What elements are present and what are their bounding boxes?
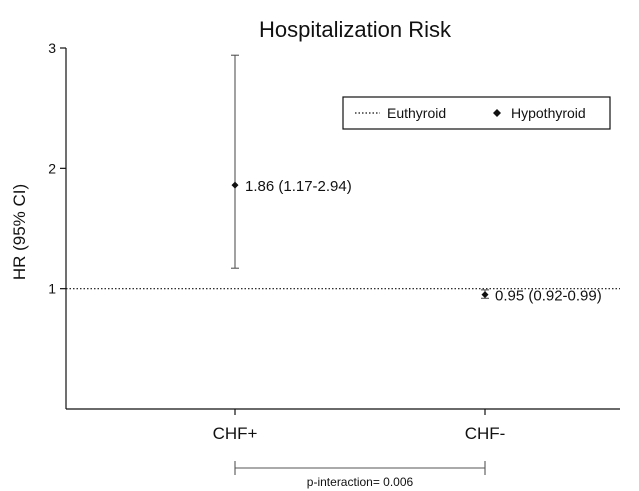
- y-tick-label: 1: [48, 281, 56, 297]
- legend-hypothyroid-marker: [493, 109, 501, 117]
- y-tick-label: 3: [48, 40, 56, 56]
- x-tick-label: CHF-: [465, 424, 506, 443]
- data-label: 0.95 (0.92-0.99): [495, 288, 602, 305]
- legend-hypothyroid-label: Hypothyroid: [511, 105, 586, 121]
- legend-box: [342, 96, 611, 130]
- hypothyroid-series: 1.86 (1.17-2.94) 0.95 (0.92-0.99): [231, 54, 602, 305]
- x-axis-ticks: CHF+ CHF-: [213, 409, 506, 443]
- data-point-group: 1.86 (1.17-2.94): [231, 54, 352, 269]
- legend-euthyroid-label: Euthyroid: [387, 105, 446, 121]
- p-interaction-label: p-interaction= 0.006: [307, 475, 414, 489]
- y-tick-label: 2: [48, 160, 56, 176]
- y-axis-label: HR (95% CI): [10, 184, 29, 280]
- legend: Euthyroid Hypothyroid: [342, 96, 611, 130]
- y-axis-ticks: 1 2 3: [48, 40, 66, 297]
- data-point-group: 0.95 (0.92-0.99): [481, 288, 602, 305]
- point-marker: [231, 181, 239, 189]
- x-tick-label: CHF+: [213, 424, 258, 443]
- chart-title: Hospitalization Risk: [259, 17, 452, 42]
- data-label: 1.86 (1.17-2.94): [245, 178, 352, 195]
- p-interaction-bracket: p-interaction= 0.006: [234, 461, 486, 489]
- point-marker: [481, 291, 489, 299]
